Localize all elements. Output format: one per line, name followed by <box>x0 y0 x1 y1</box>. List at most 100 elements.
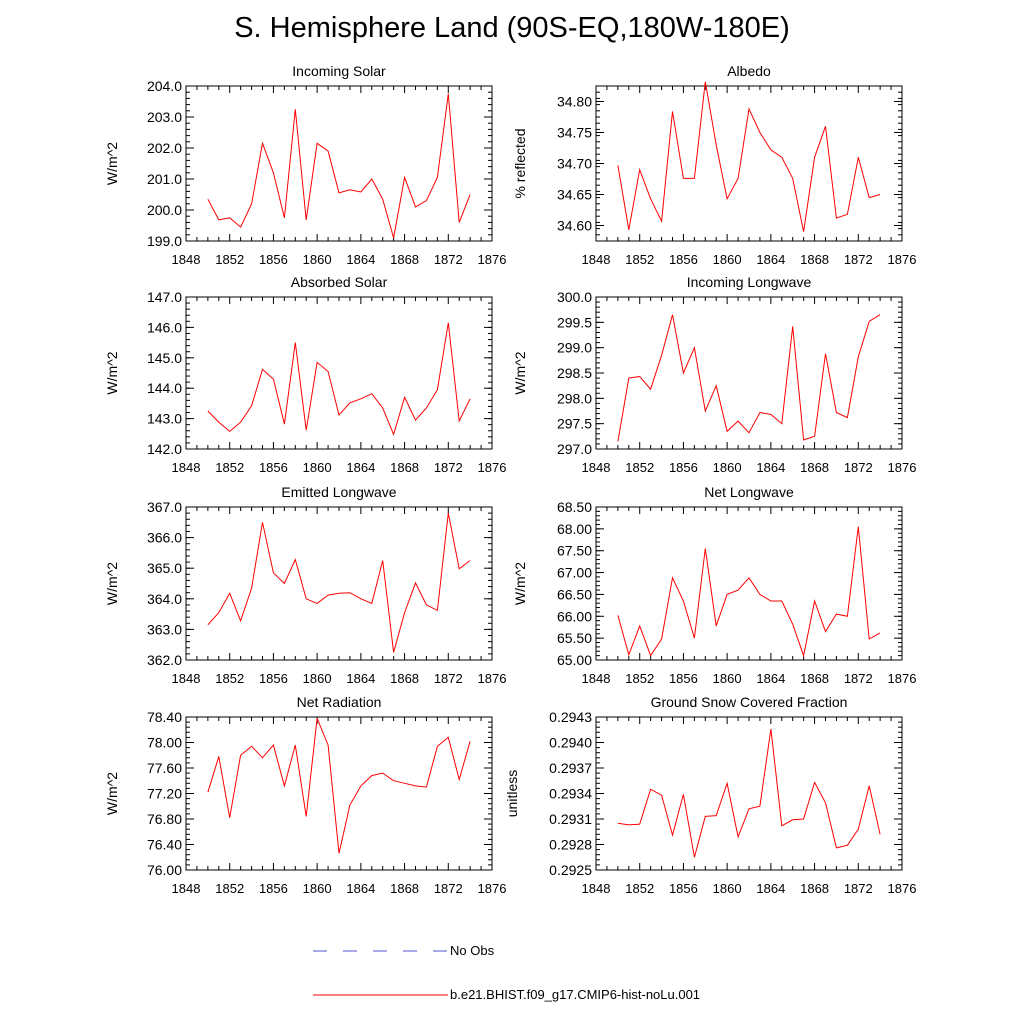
y-tick-label: 367.0 <box>147 499 182 515</box>
panel-title: Ground Snow Covered Fraction <box>651 694 848 710</box>
plot-frame <box>595 716 903 871</box>
x-tick-label: 1876 <box>888 671 917 686</box>
x-tick-label: 1848 <box>582 881 611 896</box>
y-axis-label: W/m^2 <box>104 562 120 605</box>
chart-panel-6: Net Longwave W/m^2 1848 1852 1856 1860 1864 186… <box>512 484 916 686</box>
y-tick-label: 34.65 <box>557 187 592 203</box>
x-tick-label: 1856 <box>669 671 698 686</box>
y-tick-label: 78.00 <box>147 735 182 751</box>
y-tick-label: 145.0 <box>147 350 182 366</box>
chart-panel-5: Emitted Longwave W/m^2 1848 1852 1856 1860 186… <box>104 484 506 686</box>
series-line <box>207 322 471 436</box>
y-tick-label: 0.2943 <box>549 709 592 725</box>
y-tick-label: 0.2934 <box>549 786 592 802</box>
x-tick-label: 1876 <box>888 460 917 475</box>
x-tick-label: 1848 <box>172 671 201 686</box>
x-tick-label: 1856 <box>259 881 288 896</box>
x-tick-label: 1876 <box>478 460 507 475</box>
x-tick-label: 1848 <box>582 671 611 686</box>
y-axis-label: W/m^2 <box>512 351 528 394</box>
legend: No Obs b.e21.BHIST.f09_g17.CMIP6-hist-no… <box>313 943 700 1002</box>
x-tick-label: 1852 <box>215 671 244 686</box>
x-tick-label: 1852 <box>215 252 244 267</box>
y-tick-label: 34.80 <box>557 94 592 110</box>
y-tick-label: 65.00 <box>557 652 592 668</box>
y-tick-label: 366.0 <box>147 530 182 546</box>
y-tick-label: 204.0 <box>147 78 182 94</box>
x-tick-label: 1864 <box>346 881 375 896</box>
y-tick-label: 298.5 <box>557 365 592 381</box>
x-tick-label: 1876 <box>478 252 507 267</box>
legend-no-obs-label: No Obs <box>450 943 495 958</box>
x-tick-label: 1872 <box>844 881 873 896</box>
plot-frame <box>595 506 903 661</box>
x-tick-label: 1860 <box>303 881 332 896</box>
y-tick-label: 0.2940 <box>549 735 592 751</box>
x-tick-label: 1848 <box>582 252 611 267</box>
x-tick-label: 1860 <box>713 671 742 686</box>
y-tick-label: 34.70 <box>557 156 592 172</box>
x-tick-label: 1852 <box>625 671 654 686</box>
y-tick-label: 203.0 <box>147 109 182 125</box>
chart-panel-8: Ground Snow Covered Fraction unitless 1848… <box>504 694 916 896</box>
x-tick-label: 1864 <box>756 252 785 267</box>
y-tick-label: 66.00 <box>557 608 592 624</box>
y-tick-label: 0.2931 <box>549 811 592 827</box>
x-tick-label: 1860 <box>713 252 742 267</box>
y-tick-label: 362.0 <box>147 652 182 668</box>
y-tick-label: 142.0 <box>147 441 182 457</box>
y-tick-label: 34.60 <box>557 218 592 234</box>
x-tick-label: 1848 <box>582 460 611 475</box>
x-tick-label: 1868 <box>390 881 419 896</box>
plot-frame <box>595 296 903 450</box>
y-tick-label: 76.80 <box>147 811 182 827</box>
y-tick-label: 201.0 <box>147 171 182 187</box>
x-tick-label: 1864 <box>756 671 785 686</box>
y-tick-label: 66.50 <box>557 586 592 602</box>
x-tick-label: 1876 <box>888 252 917 267</box>
x-tick-label: 1868 <box>800 460 829 475</box>
x-tick-label: 1872 <box>844 252 873 267</box>
y-tick-label: 199.0 <box>147 233 182 249</box>
y-tick-label: 200.0 <box>147 202 182 218</box>
x-tick-label: 1868 <box>800 881 829 896</box>
panel-title: Emitted Longwave <box>281 484 396 500</box>
y-tick-label: 298.0 <box>557 390 592 406</box>
y-tick-label: 297.5 <box>557 416 592 432</box>
y-axis-label: W/m^2 <box>104 772 120 815</box>
y-tick-label: 68.50 <box>557 499 592 515</box>
y-tick-label: 77.60 <box>147 760 182 776</box>
y-tick-label: 299.0 <box>557 340 592 356</box>
x-tick-label: 1848 <box>172 881 201 896</box>
x-tick-label: 1868 <box>390 671 419 686</box>
x-tick-label: 1876 <box>888 881 917 896</box>
x-tick-label: 1868 <box>390 460 419 475</box>
plot-frame <box>185 296 493 450</box>
y-tick-label: 299.5 <box>557 314 592 330</box>
y-tick-label: 0.2925 <box>549 862 592 878</box>
y-tick-label: 300.0 <box>557 289 592 305</box>
y-tick-label: 146.0 <box>147 319 182 335</box>
y-tick-label: 143.0 <box>147 411 182 427</box>
x-tick-label: 1872 <box>434 881 463 896</box>
chart-panel-4: Incoming Longwave W/m^2 1848 1852 1856 1860 18… <box>512 274 916 475</box>
panel-title: Absorbed Solar <box>291 274 388 290</box>
y-tick-label: 0.2928 <box>549 837 592 853</box>
y-tick-label: 68.00 <box>557 521 592 537</box>
y-tick-label: 363.0 <box>147 621 182 637</box>
series-line <box>617 728 881 858</box>
chart-panel-2: Albedo % reflected 1848 1852 1856 1860 1864 186… <box>512 63 916 267</box>
x-tick-label: 1876 <box>478 881 507 896</box>
series-line <box>617 314 881 442</box>
x-tick-label: 1852 <box>215 881 244 896</box>
panel-title: Albedo <box>727 63 771 79</box>
legend-model-label: b.e21.BHIST.f09_g17.CMIP6-hist-noLu.001 <box>450 987 700 1002</box>
y-tick-label: 0.2937 <box>549 760 592 776</box>
x-tick-label: 1856 <box>259 252 288 267</box>
panel-title: Incoming Solar <box>292 63 386 79</box>
x-tick-label: 1868 <box>800 671 829 686</box>
x-tick-label: 1856 <box>259 460 288 475</box>
x-tick-label: 1848 <box>172 252 201 267</box>
y-axis-label: % reflected <box>512 128 528 198</box>
